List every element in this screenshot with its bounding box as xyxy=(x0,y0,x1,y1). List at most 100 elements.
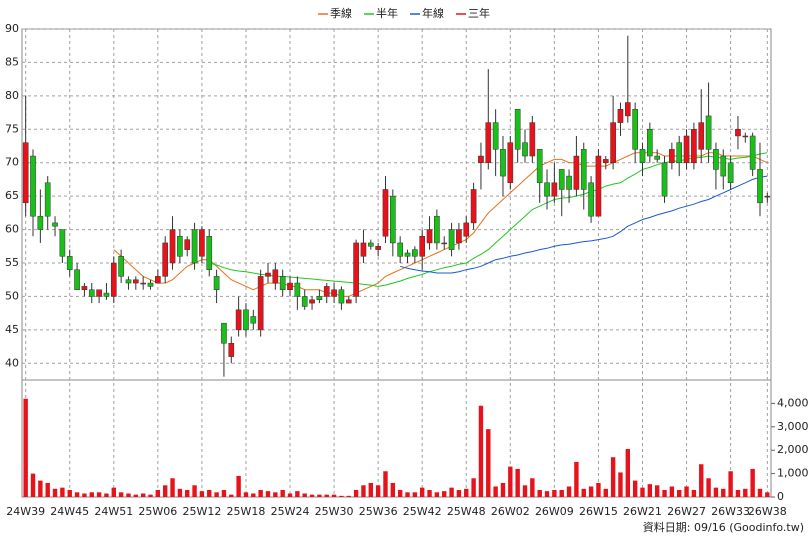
x-tick-label: 25W12 xyxy=(182,505,221,518)
x-tick-label: 24W39 xyxy=(6,505,45,518)
ma-line xyxy=(400,175,768,274)
candle-body xyxy=(492,122,499,150)
volume-bar xyxy=(229,494,234,497)
candle-body xyxy=(691,129,697,163)
volume-bar xyxy=(89,492,94,497)
y2-tick-label: 1,000 xyxy=(777,467,808,480)
candle-body xyxy=(478,155,484,163)
volume-bar xyxy=(765,492,770,497)
volume-bar xyxy=(632,480,638,497)
y-tick-label: 50 xyxy=(5,289,19,302)
y-tick-label: 40 xyxy=(5,356,19,369)
volume-bar xyxy=(221,489,227,497)
candle-body xyxy=(287,282,293,290)
volume-bar xyxy=(140,493,146,497)
candle-body xyxy=(250,316,257,324)
candle-body xyxy=(37,215,44,230)
candle-body xyxy=(456,229,462,244)
candle-body xyxy=(705,115,712,150)
candle-body xyxy=(228,342,235,357)
volume-bar xyxy=(258,489,263,497)
volume-bar xyxy=(588,486,594,497)
candle-body xyxy=(404,252,411,257)
candle-body xyxy=(595,155,602,217)
candle-body xyxy=(610,122,616,163)
volume-bar xyxy=(331,494,337,497)
candle-body xyxy=(426,229,433,244)
legend-label: 三年 xyxy=(468,6,490,20)
volume-bar xyxy=(691,489,697,497)
volume-bar xyxy=(287,493,293,497)
volume-bar xyxy=(324,494,329,497)
candle-body xyxy=(382,189,389,237)
x-tick-label: 26W33 xyxy=(711,505,750,518)
volume-bar xyxy=(669,486,675,497)
volume-bar xyxy=(456,489,462,497)
candle-body xyxy=(125,279,132,284)
volume-bar xyxy=(30,473,36,497)
volume-bar xyxy=(419,487,425,497)
candle-body xyxy=(221,322,227,344)
candle-body xyxy=(301,296,308,307)
volume-bar xyxy=(185,489,190,497)
candle-body xyxy=(544,182,550,197)
candle-body xyxy=(463,222,470,237)
candle-body xyxy=(764,195,771,198)
x-tick-label: 25W42 xyxy=(403,505,442,518)
candle-body xyxy=(66,256,73,270)
volume-bar xyxy=(309,494,315,497)
volume-bar xyxy=(442,491,447,497)
volume-bar xyxy=(530,478,535,497)
candle-body xyxy=(375,246,381,250)
volume-bar xyxy=(493,486,498,497)
y2-tick-label: 2,000 xyxy=(777,443,808,456)
candle-body xyxy=(147,282,154,287)
volume-bar xyxy=(566,486,572,497)
y2-tick-label: 0 xyxy=(777,490,784,503)
volume-bar xyxy=(508,466,513,497)
volume-bar xyxy=(640,487,645,497)
x-tick-label: 26W38 xyxy=(748,505,787,518)
volume-bar xyxy=(434,492,440,497)
volume-bar xyxy=(273,492,278,497)
candle-body xyxy=(500,149,506,177)
x-tick-label: 25W36 xyxy=(359,505,398,518)
candle-body xyxy=(412,249,418,257)
candle-body xyxy=(661,162,668,197)
volume-bar xyxy=(67,489,72,497)
volume-bar xyxy=(522,485,528,497)
x-tick-label: 26W21 xyxy=(623,505,662,518)
candle-body xyxy=(118,256,124,277)
volume-bar xyxy=(677,489,682,497)
legend: 季線 半年 年線 三年 xyxy=(318,6,490,20)
candle-body xyxy=(103,292,110,297)
candle-body xyxy=(470,189,477,224)
candle-body xyxy=(624,102,631,117)
candle-body xyxy=(580,149,587,190)
volume-bar xyxy=(104,493,109,497)
x-tick-label: 24W51 xyxy=(94,505,133,518)
volume-bar xyxy=(610,457,616,497)
candle-body xyxy=(720,155,727,177)
volume-bar xyxy=(368,482,374,497)
volume-bar xyxy=(390,482,396,497)
x-tick-label: 24W45 xyxy=(50,505,89,518)
candle-body xyxy=(683,135,690,163)
candle-body xyxy=(558,169,565,190)
volume-bar xyxy=(162,485,168,497)
volume-bar xyxy=(45,482,50,497)
volume-bar xyxy=(405,492,410,497)
volume-bar xyxy=(317,494,322,497)
ma-line xyxy=(113,152,768,297)
candle-body xyxy=(338,289,345,304)
volume-bar xyxy=(339,495,344,497)
volume-bar xyxy=(353,489,359,497)
x-tick-label: 26W02 xyxy=(491,505,530,518)
candle-body xyxy=(184,239,191,250)
candle-body xyxy=(30,155,36,217)
candle-body xyxy=(177,236,183,257)
candle-body xyxy=(566,175,572,190)
x-tick-label: 25W18 xyxy=(227,505,266,518)
candle-body xyxy=(140,282,146,285)
